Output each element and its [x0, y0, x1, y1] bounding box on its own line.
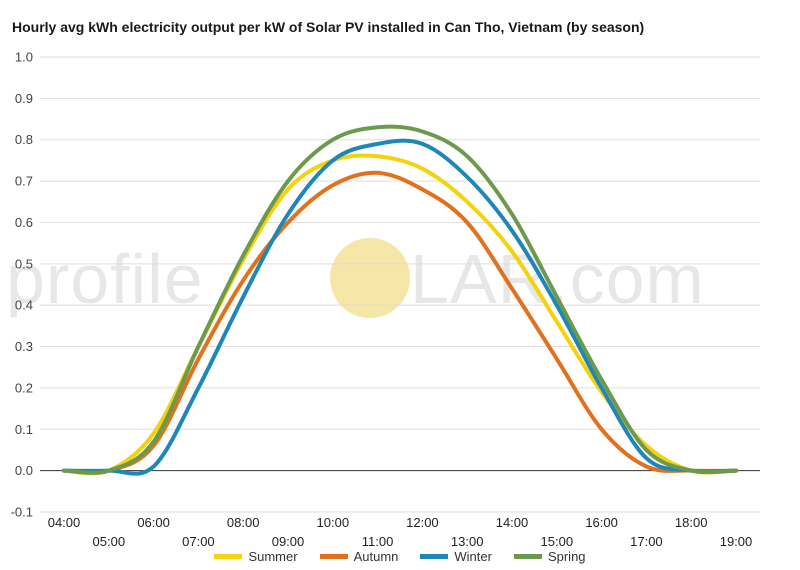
series-line-winter [62, 138, 738, 476]
y-tick-label: 0.9 [15, 91, 33, 106]
y-tick-label: 0.0 [15, 463, 33, 478]
legend-swatch [513, 554, 542, 559]
x-tick-label: 12:00 [406, 515, 439, 530]
legend-item-spring[interactable]: Spring [513, 549, 586, 564]
x-tick-label: 14:00 [496, 515, 529, 530]
x-tick-label: 18:00 [675, 515, 708, 530]
x-tick-label: 11:00 [362, 534, 394, 549]
y-tick-label: 0.1 [15, 422, 33, 437]
x-tick-label: 05:00 [93, 534, 126, 549]
grid [40, 56, 760, 513]
watermark: profile LAR.com [6, 238, 704, 318]
x-tick-label: 15:00 [541, 534, 574, 549]
x-tick-label: 06:00 [137, 515, 170, 530]
legend-label: Winter [454, 549, 492, 564]
x-axis: 04:00 05:00 06:00 07:00 08:00 09:00 10:00 11:00… [48, 515, 753, 549]
y-tick-label: 0.5 [15, 256, 33, 271]
y-tick-label: 0.6 [15, 215, 33, 230]
chart-title: Hourly avg kWh electricity output per kW… [12, 19, 645, 35]
y-tick-label: 0.7 [15, 174, 33, 189]
x-tick-label: 19:00 [720, 534, 753, 549]
series-line-spring [62, 124, 738, 475]
y-tick-label: 0.4 [15, 298, 33, 313]
x-tick-label: 08:00 [227, 515, 260, 530]
legend-label: Spring [547, 549, 586, 564]
watermark-sun [330, 238, 410, 318]
watermark-text-left: profile [6, 240, 204, 318]
legend: Summer Autumn Winter Spring [0, 549, 800, 564]
legend-label: Autumn [353, 549, 399, 564]
legend-item-winter[interactable]: Winter [420, 549, 492, 564]
y-tick-label: 1.0 [15, 50, 33, 65]
series-lines [62, 124, 738, 476]
x-tick-label: 04:00 [48, 515, 81, 530]
x-tick-label: 17:00 [630, 534, 663, 549]
x-tick-label: 10:00 [317, 515, 350, 530]
legend-swatch [214, 554, 243, 559]
x-tick-label: 07:00 [182, 534, 215, 549]
y-axis: -0.1 0.0 0.1 0.2 0.3 0.4 0.5 0.6 0.7 0.8 0.9 1.0 [11, 50, 33, 520]
legend-item-summer[interactable]: Summer [214, 549, 298, 564]
legend-swatch [319, 554, 348, 559]
y-tick-label: 0.8 [15, 132, 33, 147]
legend-label: Summer [248, 549, 298, 564]
y-tick-label: 0.3 [15, 339, 33, 354]
x-tick-label: 16:00 [585, 515, 618, 530]
legend-item-autumn[interactable]: Autumn [319, 549, 399, 564]
y-tick-label: -0.1 [11, 505, 33, 520]
series-line-autumn [62, 170, 738, 475]
x-tick-label: 09:00 [272, 534, 305, 549]
legend-swatch [420, 554, 449, 559]
y-tick-label: 0.2 [15, 380, 33, 395]
x-tick-label: 13:00 [451, 534, 484, 549]
